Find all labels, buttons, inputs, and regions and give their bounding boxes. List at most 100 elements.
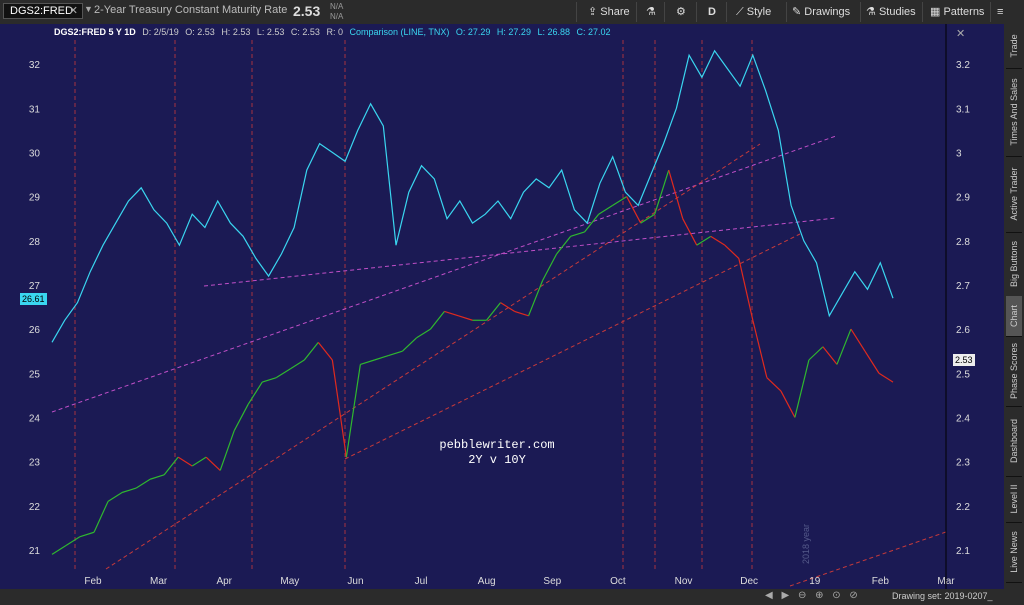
x-tick-label: Jul bbox=[415, 576, 428, 587]
dgs2-segment bbox=[429, 311, 445, 330]
x-tick-label: 19 bbox=[809, 576, 821, 587]
dgs2-segment bbox=[65, 536, 81, 547]
tab-phase-scores[interactable]: Phase Scores bbox=[1006, 336, 1022, 407]
x-tick-label: Feb bbox=[84, 576, 102, 587]
trend-line bbox=[105, 143, 761, 570]
legend-close: C: 2.53 bbox=[290, 27, 320, 37]
dgs2-segment bbox=[93, 501, 109, 533]
dgs2-segment bbox=[682, 218, 698, 246]
chart-area[interactable]: 32 31 30 29 28 27 26 25 24 23 22 21 3.2 3.1 3 2.9 2.8 2.… bbox=[0, 24, 1004, 589]
dgs2-segment bbox=[331, 359, 347, 458]
dgs2-segment bbox=[808, 346, 824, 361]
right-price-tag: 2.53 bbox=[953, 354, 975, 366]
style-button[interactable]: ⟋ Style bbox=[736, 0, 771, 24]
period-button[interactable]: D bbox=[708, 0, 716, 24]
dgs2-segment bbox=[626, 196, 642, 224]
bottom-bar: ◀ ▶ ⊖ ⊕ ⊙ ⊘ Drawing set: 2019-0207_ bbox=[0, 589, 1004, 605]
dgs2-segment bbox=[121, 487, 137, 494]
dgs2-segment bbox=[289, 359, 305, 370]
style-label: Style bbox=[746, 6, 772, 18]
close-icon[interactable]: ✕ bbox=[68, 5, 78, 17]
price-chart[interactable]: 32 31 30 29 28 27 26 25 24 23 22 21 3.2 3.1 3 2.9 2.8 2.… bbox=[0, 24, 1004, 589]
dgs2-segment bbox=[360, 359, 375, 365]
drawings-button[interactable]: ✎ Drawings bbox=[792, 0, 850, 24]
zoom-controls[interactable]: ◀ ▶ ⊖ ⊕ ⊙ ⊘ bbox=[765, 590, 861, 601]
tab-times-and-sales[interactable]: Times And Sales bbox=[1006, 68, 1022, 157]
dgs2-segment bbox=[780, 390, 796, 418]
dgs2-segment bbox=[640, 213, 656, 224]
tnx-series-line bbox=[51, 49, 894, 343]
studies-button[interactable]: ⚗ Studies bbox=[866, 0, 916, 24]
left-tick-label: 32 bbox=[29, 60, 41, 71]
right-tick-label: 3.1 bbox=[956, 104, 970, 115]
flask-button[interactable]: ⚗ bbox=[646, 0, 656, 24]
trend-line bbox=[344, 233, 801, 460]
dgs2-segment bbox=[219, 430, 235, 471]
net-change: N/A bbox=[330, 2, 344, 11]
dgs2-segment bbox=[233, 403, 249, 431]
left-tick-label: 22 bbox=[29, 502, 41, 513]
gear-icon: ⚙ bbox=[676, 6, 686, 18]
settings-button[interactable]: ⚙ bbox=[676, 0, 686, 24]
left-tick-label: 27 bbox=[29, 281, 41, 292]
tab-label: Phase Scores bbox=[1009, 342, 1019, 400]
year-label: 2018 year bbox=[801, 524, 811, 564]
share-button[interactable]: ⇪ Share bbox=[588, 0, 630, 24]
collapse-icon[interactable]: ✕ bbox=[956, 28, 966, 40]
dgs2-segment bbox=[710, 235, 726, 246]
divider bbox=[726, 2, 727, 22]
dgs2-segment bbox=[654, 169, 670, 215]
dgs2-segment bbox=[107, 491, 123, 502]
symbol-input[interactable]: DGS2:FRED ✕ bbox=[3, 3, 83, 19]
watermark-line1: pebblewriter.com bbox=[439, 438, 554, 452]
flask-icon: ⚗ bbox=[646, 6, 656, 18]
tab-active-trader[interactable]: Active Trader bbox=[1006, 156, 1022, 233]
left-tick-label: 28 bbox=[29, 237, 41, 248]
dgs2-segment bbox=[598, 204, 613, 215]
dgs2-segment bbox=[500, 302, 515, 312]
tab-label: Active Trader bbox=[1009, 167, 1019, 221]
x-tick-label: Jun bbox=[347, 576, 363, 587]
chevron-down-icon[interactable]: ▼ bbox=[84, 4, 93, 14]
x-tick-label: Mar bbox=[150, 576, 168, 587]
tab-big-buttons[interactable]: Big Buttons bbox=[1006, 232, 1022, 297]
pencil-icon: ✎ bbox=[792, 6, 802, 18]
left-tick-label: 24 bbox=[29, 413, 41, 424]
dgs2-segment bbox=[51, 544, 67, 555]
legend-low: L: 2.53 bbox=[256, 27, 285, 37]
x-tick-label: Nov bbox=[675, 576, 693, 587]
tab-dashboard[interactable]: Dashboard bbox=[1006, 406, 1022, 477]
watermark-line2: 2Y v 10Y bbox=[468, 453, 526, 467]
patterns-icon: ▦ bbox=[930, 6, 941, 18]
left-tick-label: 26 bbox=[29, 325, 41, 336]
tab-trade[interactable]: Trade bbox=[1006, 24, 1022, 69]
right-tick-label: 2.2 bbox=[956, 502, 970, 513]
dgs2-segment bbox=[388, 350, 403, 357]
divider bbox=[922, 2, 923, 22]
chart-legend: DGS2:FRED 5 Y 1D D: 2/5/19 O: 2.53 H: 2.… bbox=[54, 25, 615, 39]
dgs2-segment bbox=[864, 350, 880, 374]
dgs2-segment bbox=[149, 474, 165, 480]
dgs2-segment bbox=[570, 231, 585, 237]
style-icon: ⟋ bbox=[736, 6, 744, 18]
x-tick-label: Apr bbox=[216, 576, 232, 587]
tab-live-news[interactable]: Live News bbox=[1006, 522, 1022, 583]
more-button[interactable]: ≡ bbox=[997, 0, 1003, 24]
dgs2-segment bbox=[528, 280, 544, 317]
top-toolbar: DGS2:FRED ✕ ▼ 2-Year Treasury Constant M… bbox=[0, 0, 1024, 25]
x-tick-label: May bbox=[280, 576, 299, 587]
drawing-set-label[interactable]: Drawing set: 2019-0207_ bbox=[892, 591, 993, 601]
patterns-button[interactable]: ▦ Patterns bbox=[930, 0, 984, 24]
tab-level-ii[interactable]: Level II bbox=[1006, 476, 1022, 523]
tab-label: Chart bbox=[1009, 304, 1019, 328]
dgs2-segment bbox=[205, 456, 221, 471]
tab-chart[interactable]: Chart bbox=[1006, 296, 1022, 337]
dgs2-segment bbox=[514, 310, 529, 317]
legend-comp-low: L: 26.88 bbox=[537, 27, 570, 37]
dgs2-segment bbox=[79, 531, 95, 538]
dgs2-segment bbox=[794, 359, 810, 418]
dgs2-segment bbox=[668, 169, 684, 219]
legend-comparison: Comparison (LINE, TNX) bbox=[349, 27, 450, 37]
share-icon: ⇪ bbox=[588, 6, 598, 18]
divider bbox=[786, 2, 787, 22]
